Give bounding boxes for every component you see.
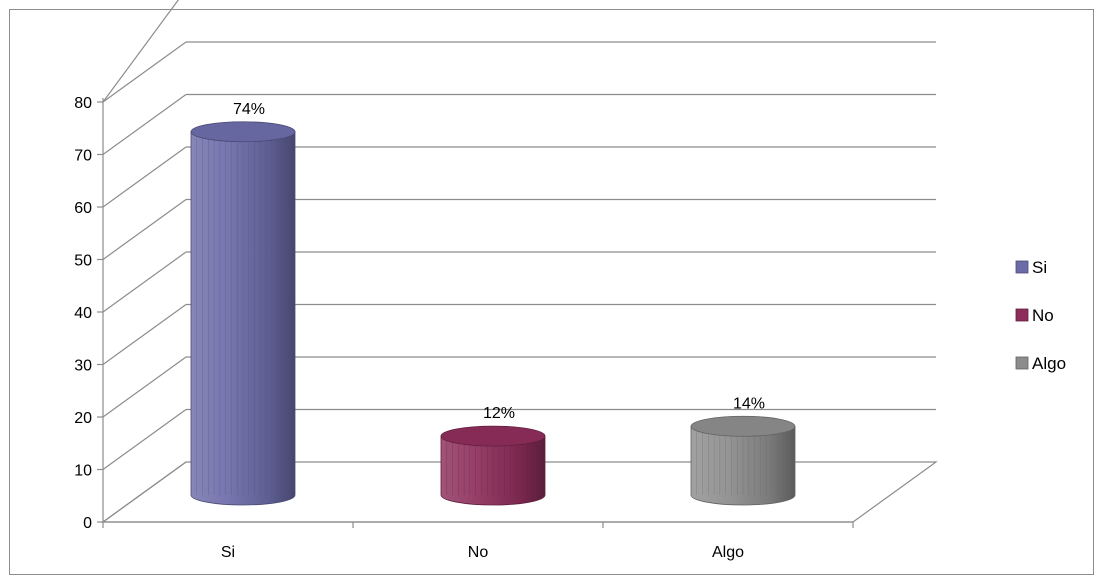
y-tick-label: 20	[74, 410, 92, 427]
legend-label: No	[1032, 306, 1054, 325]
x-tick-label: Si	[221, 544, 235, 561]
legend-swatch	[1015, 260, 1029, 274]
data-label: 74%	[233, 101, 265, 118]
gridline-side	[102, 41, 187, 103]
gridline-side	[102, 146, 187, 208]
gridline-side	[102, 251, 187, 313]
gridline-side	[102, 0, 179, 103]
legend-swatch	[1015, 356, 1029, 370]
chart-frame	[9, 9, 1094, 575]
legend-label: Si	[1032, 258, 1047, 277]
legend-swatch	[1015, 308, 1029, 322]
cylinder-top	[690, 415, 796, 437]
data-label: 14%	[733, 395, 765, 412]
y-tick-label: 0	[83, 515, 92, 532]
y-tick-label: 40	[74, 305, 92, 322]
cylinder-bar	[690, 415, 796, 506]
y-tick-label: 10	[74, 463, 92, 480]
gridline-side	[102, 356, 187, 418]
cylinder-top	[440, 425, 546, 447]
y-tick-label: 50	[74, 253, 92, 270]
cylinder-bar	[440, 425, 546, 506]
y-tick-label: 60	[74, 200, 92, 217]
y-tick-label: 30	[74, 358, 92, 375]
legend-label: Algo	[1032, 354, 1066, 373]
gridline-side	[102, 304, 187, 365]
cylinder-top	[190, 121, 296, 143]
gridline-side	[102, 461, 187, 523]
cylinder-bar	[190, 121, 296, 506]
gridline-side	[102, 409, 187, 470]
data-label: 12%	[483, 405, 515, 422]
x-tick-label: Algo	[712, 544, 744, 561]
gridline-side	[102, 199, 187, 260]
y-tick-label: 70	[74, 148, 92, 165]
gridline-side	[102, 94, 187, 155]
legend: Si No Algo	[1015, 258, 1066, 373]
x-tick-label: No	[468, 544, 489, 561]
y-tick-label: 80	[74, 95, 92, 112]
